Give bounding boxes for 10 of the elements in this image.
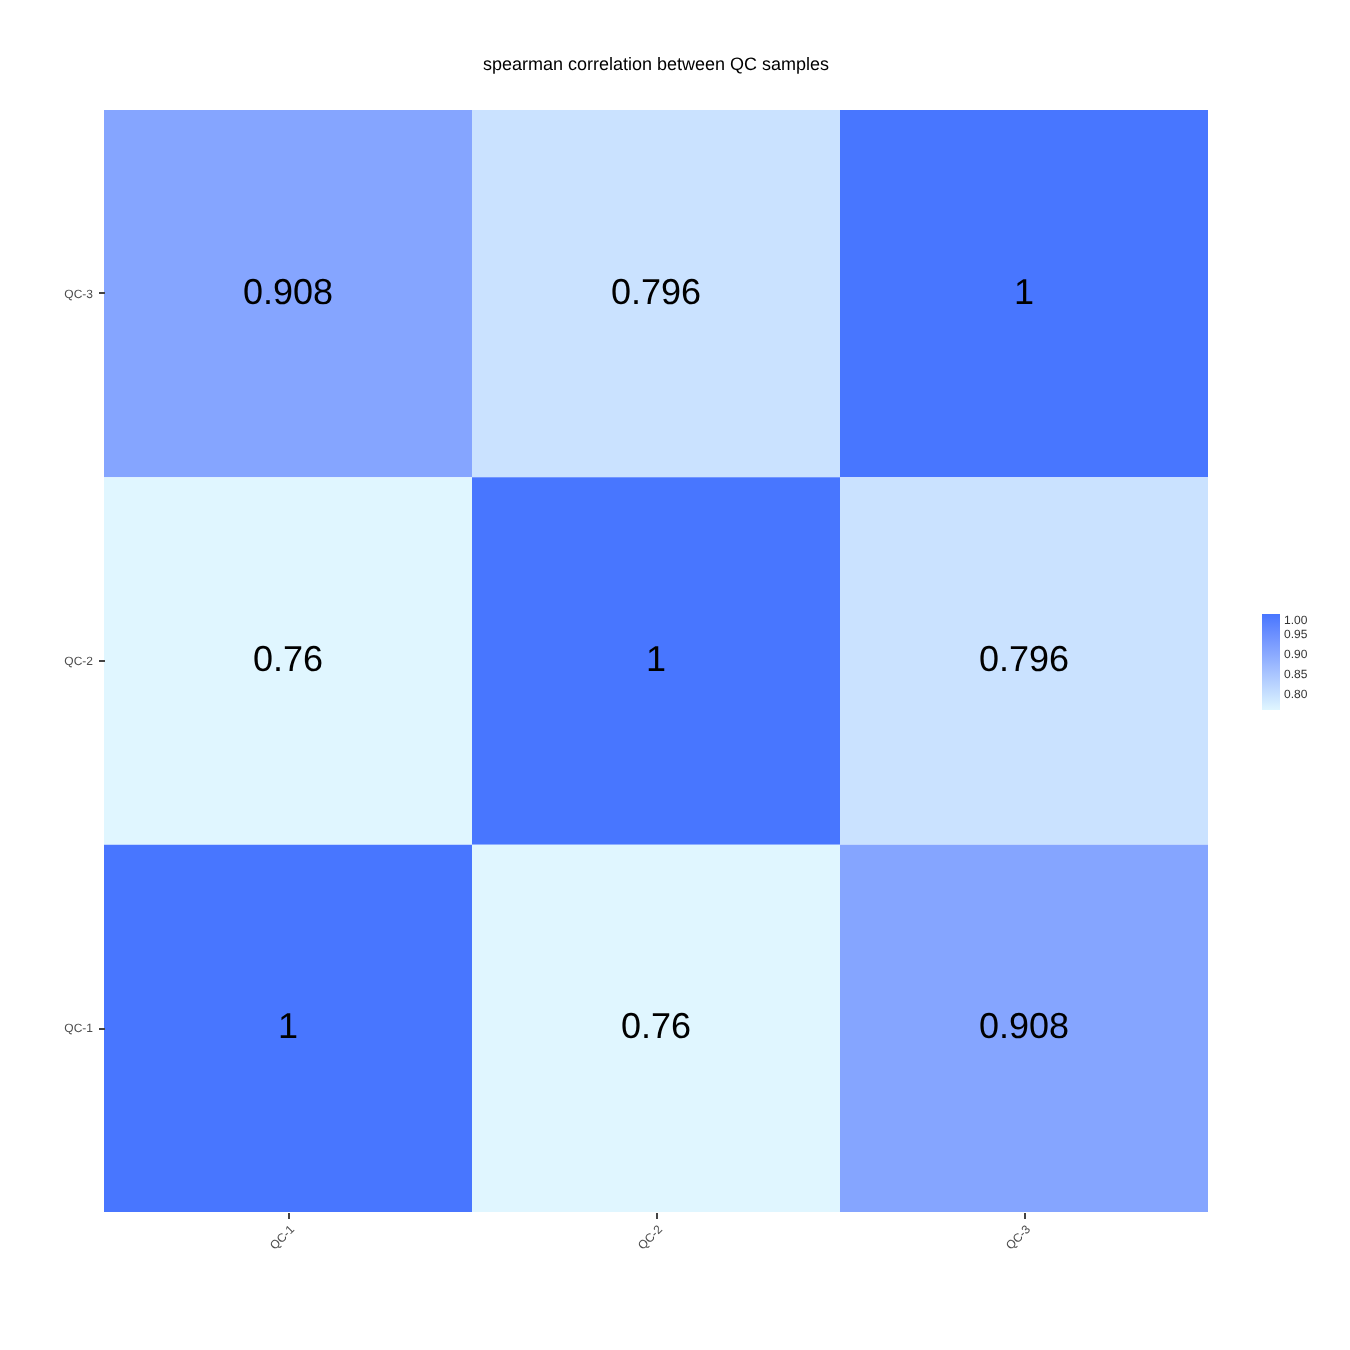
chart-title: spearman correlation between QC samples [482,54,831,74]
data-label: 0.908 [242,271,334,312]
data-label: 1 [1013,271,1035,312]
data-label: 0.908 [978,1006,1070,1047]
data-label: 0.796 [610,271,702,312]
data-label: 1 [277,1006,299,1047]
data-label: 0.76 [252,639,324,679]
data-label: 0.76 [620,1006,692,1047]
data-label: 0.796 [978,639,1070,679]
data-label: 1 [645,639,667,679]
